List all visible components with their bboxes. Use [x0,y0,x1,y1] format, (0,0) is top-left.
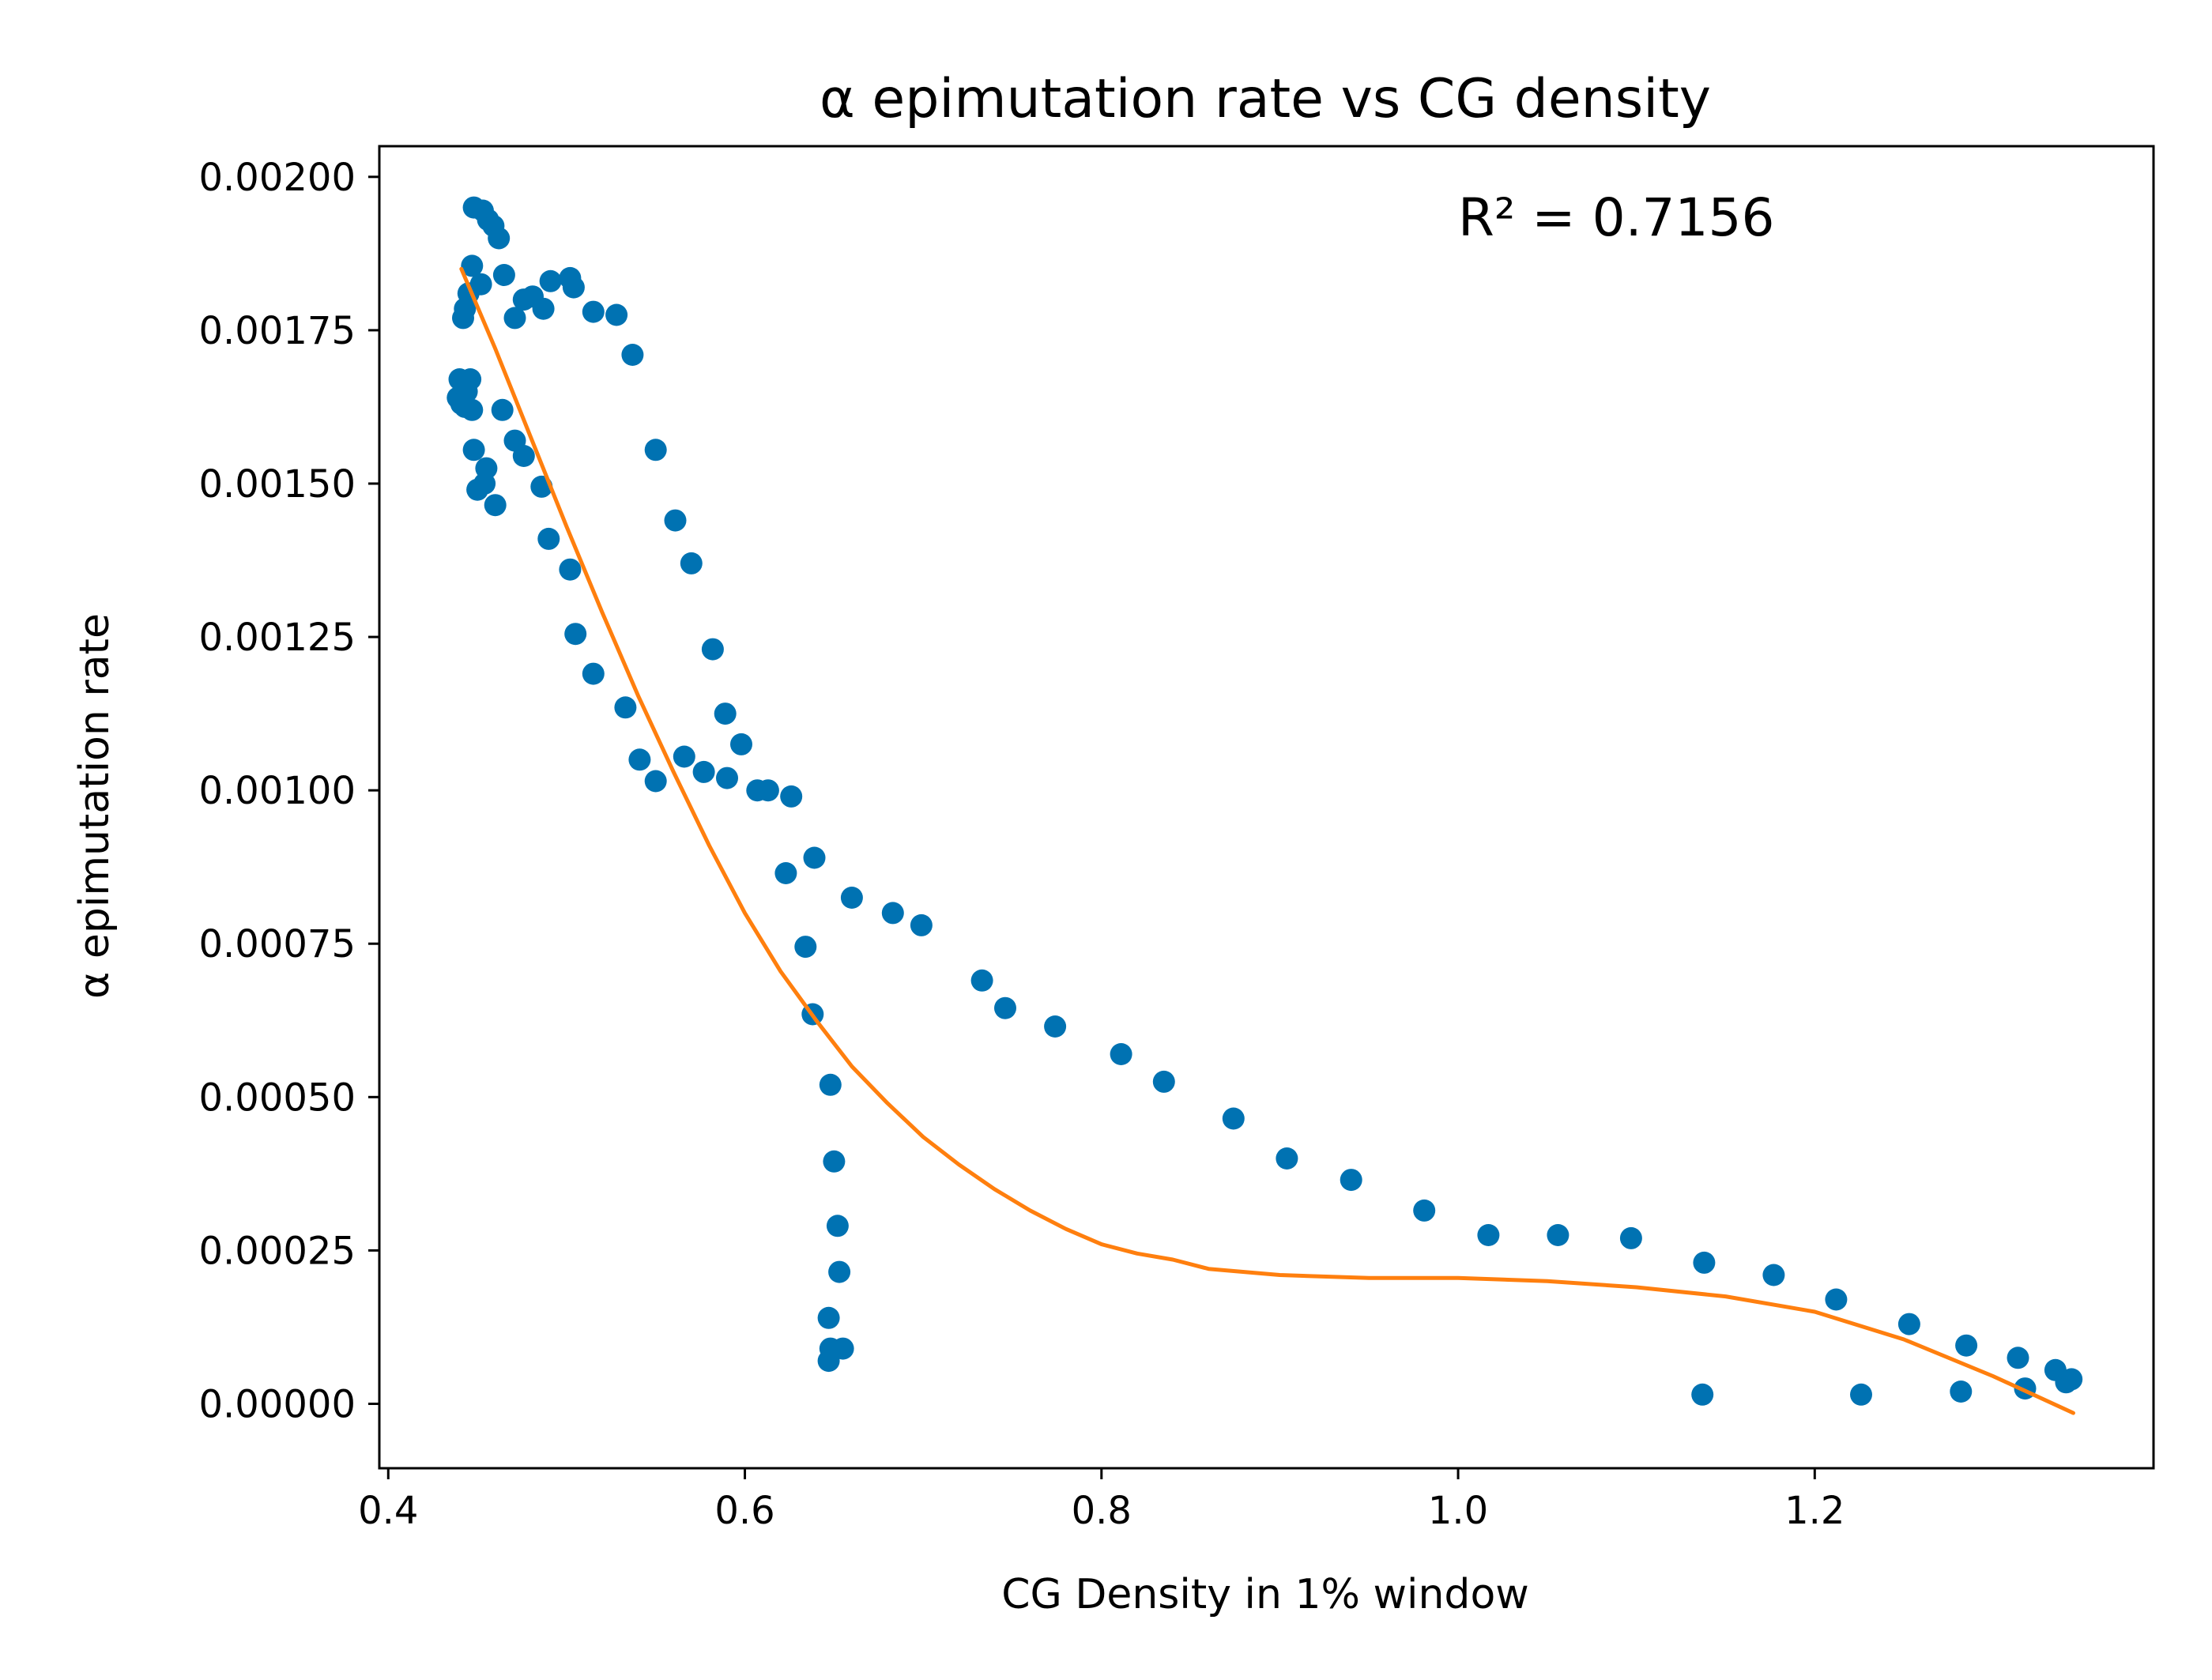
data-point-39 [644,439,667,461]
y-tick-label-5: 0.00125 [199,616,356,660]
data-point-20 [621,344,644,366]
fit-curve [459,266,2075,1415]
data-point-45 [614,696,637,719]
y-tick-label-0: 0.00000 [199,1382,356,1426]
data-point-46 [628,748,651,771]
data-point-14 [532,297,555,320]
y-tick-label-4: 0.00100 [199,769,356,813]
x-axis: 0.4 0.6 0.8 1.0 1.2 [358,1468,1845,1533]
data-point-55 [780,785,803,808]
x-tick-label-4: 1.2 [1784,1489,1845,1533]
data-point-67 [817,1306,840,1329]
x-tick-label-3: 1.0 [1428,1489,1488,1533]
data-point-15 [539,269,562,292]
data-point-74 [1110,1043,1132,1065]
data-point-86 [1897,1313,1920,1335]
data-point-10 [452,307,474,330]
data-point-85 [1825,1288,1848,1311]
data-point-49 [692,760,715,783]
data-point-30 [512,445,535,467]
data-point-37 [537,527,560,550]
data-point-79 [1413,1199,1436,1222]
data-point-82 [1619,1226,1642,1249]
data-point-31 [462,439,485,461]
data-point-60 [910,913,933,936]
data-point-40 [664,509,687,532]
data-point-61 [794,936,817,959]
data-point-77 [1276,1147,1298,1170]
data-point-50 [714,703,737,725]
r-squared-annotation: R² = 0.7156 [1458,187,1775,248]
data-point-72 [994,996,1016,1019]
data-point-83 [1693,1251,1716,1274]
y-tick-label-3: 0.00075 [199,922,356,966]
data-point-70 [817,1350,840,1373]
chart-title: α epimutation rate vs CG density [820,68,1711,130]
data-point-65 [826,1215,849,1237]
data-point-5 [461,254,484,277]
data-point-80 [1477,1224,1500,1246]
data-point-11 [503,307,526,330]
data-point-93 [1850,1383,1872,1406]
data-point-91 [2060,1368,2083,1391]
x-tick-label-2: 0.8 [1072,1489,1132,1533]
data-point-51 [716,767,738,789]
y-tick-label-6: 0.00150 [199,462,356,507]
x-tick-label-0: 0.4 [358,1489,418,1533]
y-tick-label-7: 0.00175 [199,309,356,353]
data-point-27 [461,398,484,421]
data-point-34 [473,473,496,495]
data-point-78 [1340,1169,1362,1192]
data-point-58 [840,887,863,909]
data-point-88 [2007,1347,2029,1369]
data-point-47 [644,770,667,793]
data-point-57 [803,846,826,869]
data-point-87 [1955,1334,1978,1357]
data-point-44 [582,662,605,685]
y-axis: 0.00000 0.00025 0.00050 0.00075 0.00100 0.001… [199,156,379,1426]
data-point-84 [1762,1264,1785,1286]
data-point-63 [819,1073,842,1096]
data-point-41 [680,552,703,574]
data-point-54 [756,779,779,802]
data-point-4 [488,227,511,250]
data-point-35 [484,494,507,517]
data-point-52 [730,733,752,755]
data-point-42 [701,638,724,661]
data-point-73 [1044,1015,1067,1038]
data-point-7 [492,264,515,286]
data-point-92 [1691,1383,1714,1406]
data-point-48 [673,745,695,768]
data-point-76 [1222,1107,1245,1130]
plot-area [447,196,2083,1415]
data-point-43 [564,623,587,646]
x-axis-label: CG Density in 1% window [1001,1571,1529,1618]
data-point-81 [1547,1224,1570,1246]
data-point-17 [562,276,585,299]
data-point-28 [491,398,514,421]
data-point-94 [1950,1381,1973,1403]
data-point-75 [1152,1070,1175,1093]
y-tick-label-1: 0.00025 [199,1229,356,1273]
y-axis-label: α epimutation rate [71,613,119,999]
data-point-38 [559,558,582,581]
data-point-56 [774,862,797,884]
data-point-59 [881,902,904,925]
x-tick-label-1: 0.6 [714,1489,774,1533]
data-point-18 [582,300,605,323]
y-tick-label-2: 0.00050 [199,1075,356,1120]
y-tick-label-8: 0.00200 [199,156,356,200]
data-point-71 [970,969,993,992]
data-point-19 [605,303,628,326]
data-point-66 [828,1260,851,1283]
plot-frame [378,145,2155,1470]
data-point-64 [823,1150,846,1173]
